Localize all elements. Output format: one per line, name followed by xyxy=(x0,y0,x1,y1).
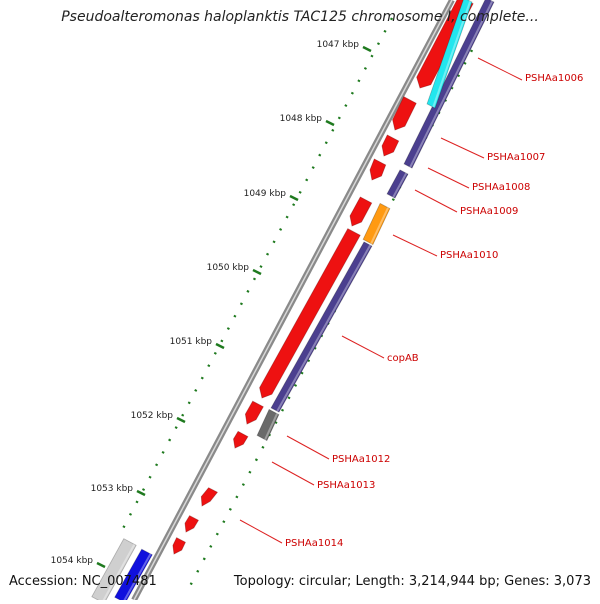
gene-label[interactable]: PSHAa1012 xyxy=(332,454,390,465)
gene-label-leader xyxy=(440,137,485,159)
scale-tick-label: 1047 kbp xyxy=(317,40,360,50)
gene-label[interactable]: PSHAa1013 xyxy=(317,480,375,491)
gray-gene-block xyxy=(91,538,137,604)
gene-label-leader xyxy=(414,189,458,213)
gene-label[interactable]: PSHAa1006 xyxy=(525,73,583,84)
gray-gene-block-shine xyxy=(101,543,136,603)
scale-tick xyxy=(362,45,372,53)
map-title: Pseudoalteromonas haloplanktis TAC125 ch… xyxy=(61,9,539,25)
cyan-feature xyxy=(426,0,473,109)
gene-label[interactable]: PSHAa1014 xyxy=(285,538,343,549)
cds-arrow xyxy=(392,96,417,131)
cds-arrow xyxy=(172,537,186,555)
scale-tick-label: 1053 kbp xyxy=(91,484,134,494)
scale-tick xyxy=(289,194,299,202)
scale-tick xyxy=(215,342,225,350)
gene-label-leader xyxy=(239,519,283,544)
cds-arrow xyxy=(233,430,249,449)
gene-label-leader xyxy=(477,57,523,81)
gene-label-leader xyxy=(271,461,315,486)
gene-bar xyxy=(386,169,409,199)
cds-arrow xyxy=(244,400,264,425)
gene-label[interactable]: PSHAa1008 xyxy=(472,182,530,193)
orange-feature-shine xyxy=(370,207,389,245)
genome-backbone-highlight xyxy=(133,0,453,601)
scale-tick xyxy=(96,561,106,569)
genome-summary-text: Topology: circular; Length: 3,214,944 bp… xyxy=(233,574,591,589)
cds-arrow xyxy=(259,228,361,399)
cyan-feature-shine xyxy=(432,0,472,108)
gene-label[interactable]: copAB xyxy=(387,353,419,364)
cds-arrow xyxy=(369,158,387,181)
gene-label[interactable]: PSHAa1010 xyxy=(440,250,498,261)
scale-tick-label: 1048 kbp xyxy=(280,114,323,124)
scale-tick-label: 1049 kbp xyxy=(244,189,287,199)
gene-bar xyxy=(403,0,495,169)
scale-tick-label: 1051 kbp xyxy=(170,337,213,347)
gene-label[interactable]: PSHAa1007 xyxy=(487,152,545,163)
cds-arrow xyxy=(381,134,400,157)
dotted-guide-ring xyxy=(188,49,474,587)
gene-label[interactable]: PSHAa1009 xyxy=(460,206,518,217)
gene-bar-shine xyxy=(409,0,494,168)
scale-tick xyxy=(252,268,262,276)
orange-feature xyxy=(362,202,391,246)
cds-arrow xyxy=(200,487,219,507)
scale-tick-label: 1052 kbp xyxy=(131,411,174,421)
accession-text: Accession: NC_007481 xyxy=(9,574,157,589)
gray-feature xyxy=(256,408,280,442)
scale-tick xyxy=(176,416,186,424)
blue-gene-block xyxy=(114,548,153,604)
scale-tick xyxy=(325,119,335,127)
gene-bar xyxy=(270,241,373,413)
gray-feature-shine xyxy=(264,413,279,441)
gene-bar-shine xyxy=(392,172,408,198)
gene-bar-shine xyxy=(276,244,372,412)
gene-label-leader xyxy=(392,234,438,257)
scale-tick xyxy=(136,489,146,497)
gene-label-leader xyxy=(341,335,385,359)
blue-gene-block-shine xyxy=(122,553,152,603)
gene-label-leader xyxy=(286,435,330,460)
scale-tick-label: 1054 kbp xyxy=(51,556,94,566)
cds-arrow xyxy=(349,196,373,227)
gene-label-leader xyxy=(427,167,470,189)
scale-tick-label: 1050 kbp xyxy=(207,263,250,273)
cds-arrow xyxy=(184,515,199,533)
